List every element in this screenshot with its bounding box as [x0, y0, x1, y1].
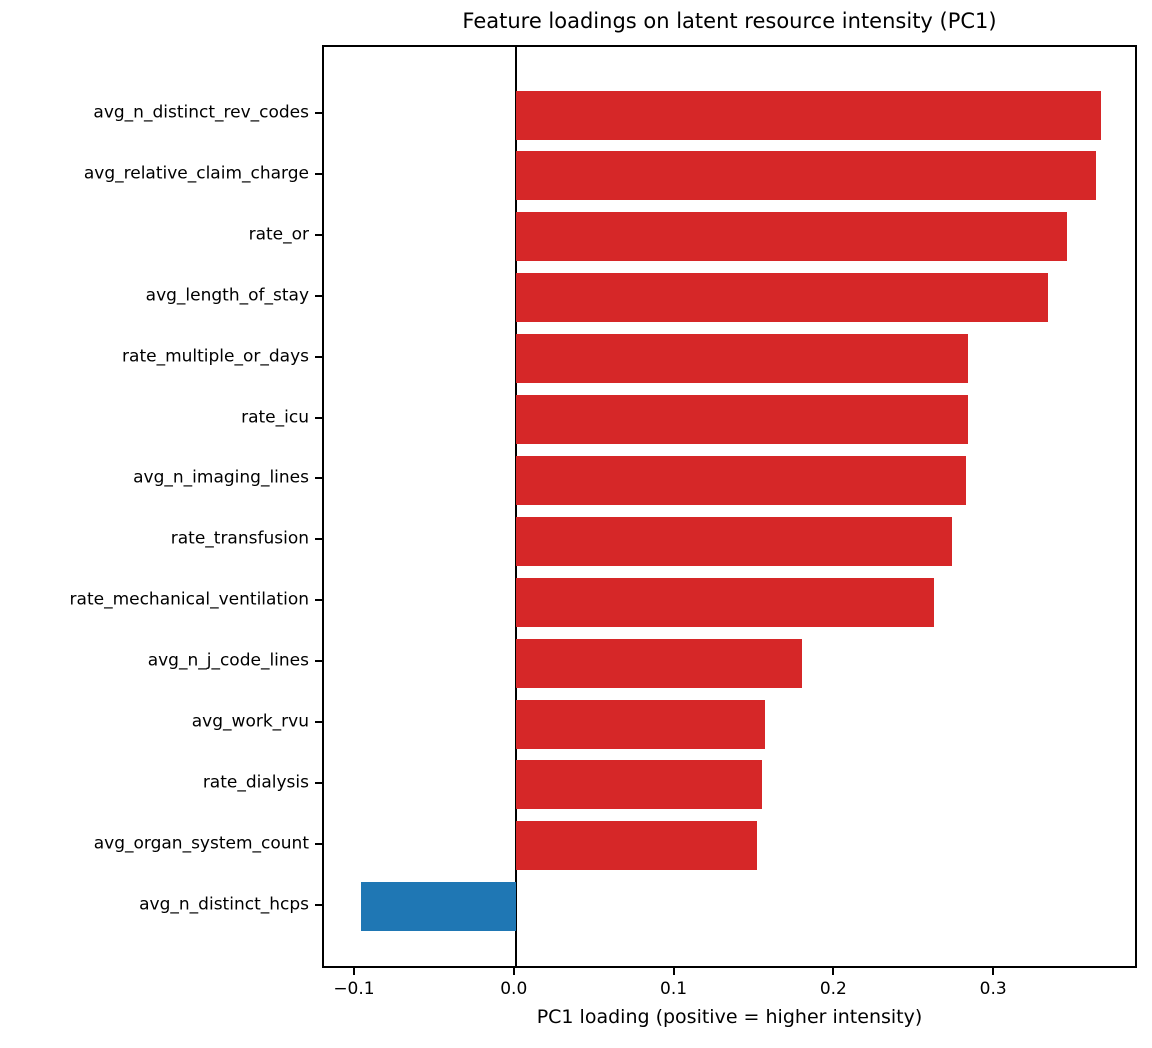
- x-tick-label: 0.0: [500, 979, 528, 999]
- y-tick: [315, 781, 322, 784]
- y-tick-label: rate_dialysis: [202, 772, 309, 793]
- y-tick: [315, 538, 322, 541]
- y-tick-label: rate_mechanical_ventilation: [69, 589, 309, 610]
- x-tick-label: −0.1: [333, 979, 375, 999]
- y-tick-label: avg_relative_claim_charge: [83, 163, 309, 184]
- bar-avg_n_distinct_hcps: [360, 882, 516, 932]
- bar-avg_n_distinct_rev_codes: [515, 90, 1101, 140]
- x-tick: [512, 968, 515, 975]
- y-tick: [315, 660, 322, 663]
- y-tick-label: avg_n_imaging_lines: [133, 467, 309, 488]
- y-tick: [315, 477, 322, 480]
- y-tick: [315, 112, 322, 114]
- y-tick-label: avg_length_of_stay: [145, 285, 309, 306]
- bar-avg_length_of_stay: [515, 273, 1048, 323]
- x-tick-label: 0.1: [660, 979, 688, 999]
- x-tick: [672, 968, 675, 975]
- y-tick-label: rate_multiple_or_days: [122, 346, 309, 367]
- bar-avg_n_j_code_lines: [515, 638, 802, 688]
- y-tick: [315, 721, 322, 723]
- x-tick-label: 0.2: [819, 979, 847, 999]
- y-tick-label: rate_transfusion: [170, 528, 309, 549]
- y-tick-label: avg_work_rvu: [191, 711, 309, 732]
- y-tick: [315, 599, 322, 602]
- y-tick: [315, 172, 322, 175]
- y-tick-label: avg_n_j_code_lines: [147, 650, 309, 671]
- x-tick: [352, 968, 355, 975]
- bar-rate_multiple_or_days: [515, 334, 968, 384]
- y-tick-label: avg_n_distinct_rev_codes: [93, 102, 309, 123]
- bar-rate_transfusion: [515, 516, 952, 566]
- y-tick-label: rate_or: [248, 224, 309, 245]
- bar-rate_icu: [515, 395, 968, 444]
- bar-rate_or: [515, 212, 1068, 262]
- y-tick-label: rate_icu: [241, 407, 309, 427]
- x-axis-label: PC1 loading (positive = higher intensity…: [536, 1006, 923, 1028]
- x-tick: [832, 968, 835, 975]
- bar-rate_dialysis: [515, 760, 762, 810]
- y-tick-label: avg_n_distinct_hcps: [139, 894, 309, 915]
- y-tick: [315, 416, 322, 419]
- y-tick: [315, 903, 322, 906]
- plot-area: [322, 45, 1137, 968]
- y-tick: [315, 233, 322, 236]
- bar-avg_relative_claim_charge: [515, 151, 1096, 201]
- bar-avg_organ_system_count: [515, 821, 758, 871]
- x-tick: [992, 968, 995, 975]
- chart-title: Feature loadings on latent resource inte…: [462, 9, 997, 33]
- y-tick: [315, 355, 322, 358]
- bar-rate_mechanical_ventilation: [515, 577, 935, 627]
- y-tick-label: avg_organ_system_count: [93, 833, 309, 854]
- y-tick: [315, 842, 322, 845]
- bar-avg_n_imaging_lines: [515, 455, 967, 505]
- bar-avg_work_rvu: [515, 699, 766, 749]
- zero-line: [514, 47, 517, 966]
- y-tick: [315, 294, 322, 297]
- x-tick-label: 0.3: [979, 979, 1007, 999]
